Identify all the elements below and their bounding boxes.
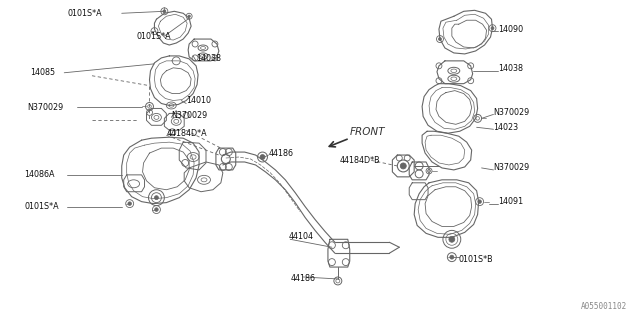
- Circle shape: [450, 255, 454, 259]
- Text: N370029: N370029: [28, 103, 64, 112]
- Text: 44186: 44186: [291, 275, 316, 284]
- Circle shape: [154, 196, 159, 200]
- Text: 14090: 14090: [499, 25, 524, 34]
- Text: 14010: 14010: [186, 96, 211, 105]
- Circle shape: [260, 155, 265, 159]
- Text: 14091: 14091: [499, 197, 524, 206]
- Text: FRONT: FRONT: [349, 127, 385, 137]
- Text: N370029: N370029: [493, 108, 530, 117]
- Text: 0101S*A: 0101S*A: [67, 9, 102, 18]
- Circle shape: [188, 15, 190, 18]
- Text: 44104: 44104: [288, 232, 313, 241]
- Text: 44186: 44186: [268, 148, 294, 157]
- Text: N370029: N370029: [172, 111, 207, 120]
- Text: N370029: N370029: [493, 164, 530, 172]
- Text: 0101S*A: 0101S*A: [24, 202, 60, 211]
- Circle shape: [491, 27, 494, 30]
- Text: 0101S*B: 0101S*B: [459, 255, 493, 264]
- Circle shape: [163, 10, 166, 13]
- Circle shape: [449, 236, 455, 242]
- Text: 44184D*B: 44184D*B: [340, 156, 380, 164]
- Circle shape: [400, 163, 406, 169]
- Circle shape: [478, 200, 481, 204]
- Circle shape: [155, 208, 158, 211]
- Circle shape: [438, 37, 442, 41]
- Text: 44184D*A: 44184D*A: [166, 129, 207, 138]
- Text: 14086A: 14086A: [24, 170, 55, 180]
- Text: 14038: 14038: [499, 64, 524, 73]
- Text: A055001102: A055001102: [581, 302, 627, 311]
- Text: 14023: 14023: [493, 123, 518, 132]
- Circle shape: [128, 202, 131, 205]
- Text: 0101S*A: 0101S*A: [136, 32, 172, 41]
- Text: 14085: 14085: [31, 68, 56, 77]
- Text: 14038: 14038: [196, 54, 221, 63]
